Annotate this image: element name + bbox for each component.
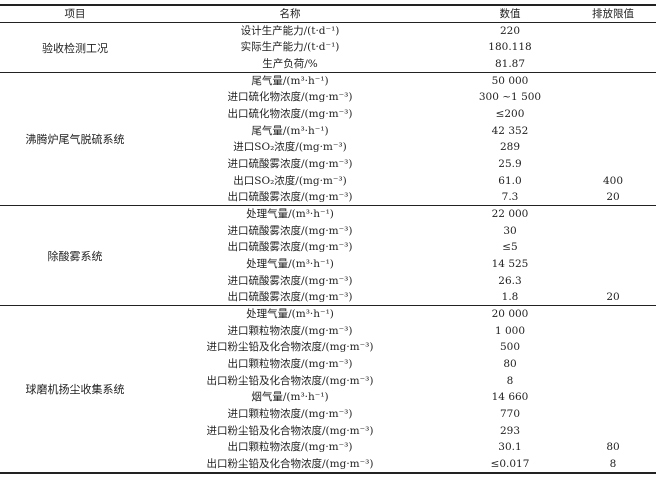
top-rule (0, 4, 656, 6)
row-limit: 20 (606, 191, 620, 204)
group-divider (0, 305, 656, 307)
row-name: 尾气量/(m³·h⁻¹) (251, 74, 329, 87)
row-name: 进口粉尘铅及化合物浓度/(mg·m⁻³) (206, 424, 374, 437)
group-label: 球磨机扬尘收集系统 (25, 383, 125, 397)
row-name: 出口粉尘铅及化合物浓度/(mg·m⁻³) (206, 457, 374, 470)
row-name: 出口SO₂浓度/(mg·m⁻³) (233, 174, 347, 187)
row-name: 出口颗粒物浓度/(mg·m⁻³) (227, 441, 353, 454)
header-limit: 排放限值 (592, 8, 634, 20)
row-name: 进口硫酸雾浓度/(mg·m⁻³) (227, 157, 353, 170)
row-value: 770 (499, 407, 521, 420)
row-name: 处理气量/(m³·h⁻¹) (246, 307, 334, 320)
row-value: ≤0.017 (490, 457, 530, 470)
row-name: 烟气量/(m³·h⁻¹) (251, 391, 329, 404)
header-value: 数值 (499, 8, 521, 20)
row-value: 220 (499, 24, 521, 37)
row-value: 14 525 (491, 257, 529, 270)
row-name: 尾气量/(m³·h⁻¹) (251, 124, 329, 137)
row-value: 14 660 (491, 391, 529, 404)
row-name: 出口粉尘铅及化合物浓度/(mg·m⁻³) (206, 374, 374, 387)
row-value: 500 (499, 341, 521, 354)
group-label: 除酸雾系统 (47, 249, 103, 263)
row-limit: 80 (606, 441, 620, 454)
row-name: 出口硫酸雾浓度/(mg·m⁻³) (227, 241, 353, 254)
row-value: 180.118 (488, 41, 532, 54)
group-divider (0, 472, 656, 475)
group-divider (0, 72, 656, 73)
row-value: 30.1 (498, 441, 522, 454)
group-label: 验收检测工况 (42, 41, 108, 55)
row-name: 实际生产能力/(t·d⁻¹) (240, 41, 340, 54)
row-value: 42 352 (491, 124, 529, 137)
row-name: 出口硫酸雾浓度/(mg·m⁻³) (227, 291, 353, 304)
row-value: 8 (506, 374, 514, 387)
row-name: 处理气量/(m³·h⁻¹) (246, 207, 334, 220)
row-name: 出口硫酸雾浓度/(mg·m⁻³) (227, 191, 353, 204)
group-divider (0, 205, 656, 207)
row-limit: 400 (602, 174, 624, 187)
row-value: ≤5 (502, 241, 518, 254)
row-value: 1 000 (494, 324, 526, 337)
row-name: 进口硫酸雾浓度/(mg·m⁻³) (227, 224, 353, 237)
row-value: 7.3 (501, 191, 519, 204)
row-value: 25.9 (498, 157, 522, 170)
row-value: 300 ~1 500 (478, 91, 542, 104)
row-name: 进口颗粒物浓度/(mg·m⁻³) (227, 407, 353, 420)
row-value: 293 (499, 424, 521, 437)
row-name: 进口硫化物浓度/(mg·m⁻³) (227, 91, 353, 104)
row-value: 80 (503, 357, 517, 370)
row-value: 81.87 (494, 57, 526, 70)
row-value: 26.3 (498, 274, 522, 287)
row-name: 进口SO₂浓度/(mg·m⁻³) (233, 141, 347, 154)
row-value: 289 (499, 141, 521, 154)
row-name: 出口硫化物浓度/(mg·m⁻³) (227, 107, 353, 120)
row-value: 50 000 (491, 74, 529, 87)
row-value: 30 (503, 224, 517, 237)
header-name: 名称 (279, 8, 301, 20)
row-value: 61.0 (498, 174, 522, 187)
row-name: 进口颗粒物浓度/(mg·m⁻³) (227, 324, 353, 337)
group-label: 沸腾炉尾气脱硫系统 (25, 133, 125, 147)
row-name: 设计生产能力/(t·d⁻¹) (240, 24, 340, 37)
row-limit: 8 (609, 457, 617, 470)
row-value: ≤200 (495, 107, 525, 120)
header-item: 项目 (64, 8, 86, 20)
row-name: 处理气量/(m³·h⁻¹) (246, 257, 334, 270)
table-header: 项目 名称 数值 排放限值 (0, 6, 656, 23)
row-name: 出口颗粒物浓度/(mg·m⁻³) (227, 357, 353, 370)
row-value: 22 000 (491, 207, 529, 220)
row-limit: 20 (606, 291, 620, 304)
row-name: 生产负荷/% (262, 57, 318, 70)
row-value: 1.8 (501, 291, 519, 304)
row-value: 20 000 (491, 307, 529, 320)
row-name: 进口硫酸雾浓度/(mg·m⁻³) (227, 274, 353, 287)
row-name: 进口粉尘铅及化合物浓度/(mg·m⁻³) (206, 341, 374, 354)
